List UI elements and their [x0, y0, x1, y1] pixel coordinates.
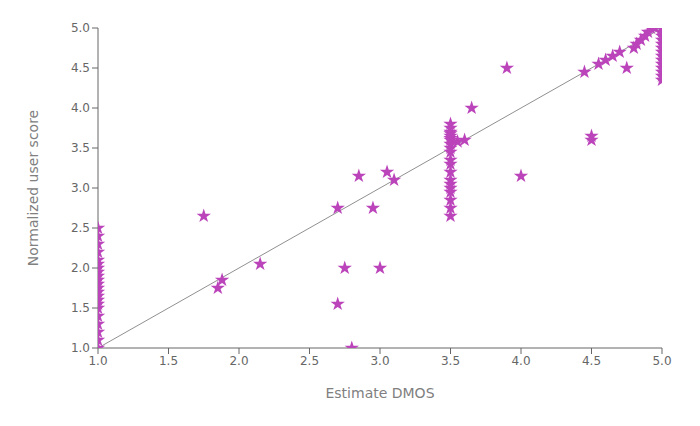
svg-text:4.5: 4.5 — [71, 61, 90, 75]
svg-text:2.5: 2.5 — [71, 221, 90, 235]
svg-text:1.0: 1.0 — [71, 341, 90, 355]
svg-text:5.0: 5.0 — [652, 354, 671, 368]
svg-text:2.5: 2.5 — [300, 354, 319, 368]
svg-text:1.0: 1.0 — [88, 354, 107, 368]
svg-text:5.0: 5.0 — [71, 21, 90, 35]
svg-text:2.0: 2.0 — [71, 261, 90, 275]
svg-text:1.5: 1.5 — [71, 301, 90, 315]
svg-text:Normalized user score: Normalized user score — [25, 110, 41, 266]
svg-text:1.5: 1.5 — [159, 354, 178, 368]
svg-text:3.0: 3.0 — [370, 354, 389, 368]
svg-text:Estimate DMOS: Estimate DMOS — [325, 385, 434, 401]
svg-text:4.0: 4.0 — [71, 101, 90, 115]
svg-text:3.5: 3.5 — [441, 354, 460, 368]
svg-text:3.0: 3.0 — [71, 181, 90, 195]
svg-text:4.0: 4.0 — [511, 354, 530, 368]
svg-text:4.5: 4.5 — [582, 354, 601, 368]
svg-text:2.0: 2.0 — [229, 354, 248, 368]
svg-text:3.5: 3.5 — [71, 141, 90, 155]
